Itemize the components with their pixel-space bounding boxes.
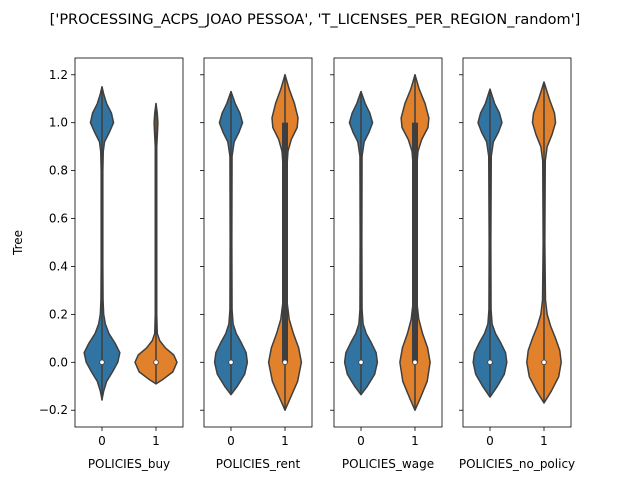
panel-frame xyxy=(74,57,184,428)
x-axis-label: POLICIES_buy xyxy=(88,457,170,471)
violin-median xyxy=(153,359,159,366)
panel-1: −0.2 0.0 0.2 0.4 0.6 0.8 1.0 1.2 0 1 POLICIES_buy xyxy=(39,57,184,471)
y-tick-label: 1.0 xyxy=(49,116,68,130)
violin-median xyxy=(99,359,105,366)
panel-3: 0 1 POLICIES_wage xyxy=(330,57,443,471)
x-tick-label: 1 xyxy=(411,434,419,448)
x-tick-label: 0 xyxy=(486,434,494,448)
x-tick-label: 1 xyxy=(281,434,289,448)
y-tick-label: 1.2 xyxy=(49,68,68,82)
y-tick-label: 0.4 xyxy=(49,259,68,273)
panels: −0.2 0.0 0.2 0.4 0.6 0.8 1.0 1.2 0 1 POLICIES_buy 0… xyxy=(39,57,575,471)
violin-iqr-box xyxy=(282,122,288,363)
y-tick-label: −0.2 xyxy=(39,403,68,417)
y-tick-label: 0.2 xyxy=(49,307,68,321)
x-tick-label: 1 xyxy=(152,434,160,448)
violin-median xyxy=(487,359,493,366)
violin-median xyxy=(282,359,288,366)
panel-frame xyxy=(203,57,313,428)
x-tick-label: 0 xyxy=(227,434,235,448)
y-tick-label: 0.6 xyxy=(49,212,68,226)
panel-2: 0 1 POLICIES_rent xyxy=(200,57,313,471)
chart-title: ['PROCESSING_ACPS_JOAO PESSOA', 'T_LICEN… xyxy=(50,12,581,28)
violin-iqr-box xyxy=(412,122,418,363)
violin-median xyxy=(412,359,418,366)
y-tick-label: 0.0 xyxy=(49,355,68,369)
violin-median xyxy=(358,359,364,366)
x-tick-label: 1 xyxy=(540,434,548,448)
panel-4: 0 1 POLICIES_no_policy xyxy=(459,57,575,471)
x-tick-label: 0 xyxy=(98,434,106,448)
violin-median xyxy=(228,359,234,366)
y-tick-label: 0.8 xyxy=(49,164,68,178)
x-tick-label: 0 xyxy=(357,434,365,448)
violin-median xyxy=(541,359,547,366)
x-axis-label: POLICIES_rent xyxy=(216,457,301,471)
panel-frame xyxy=(462,57,572,428)
x-axis-label: POLICIES_wage xyxy=(342,457,434,471)
x-axis-label: POLICIES_no_policy xyxy=(459,457,575,471)
panel-frame xyxy=(333,57,443,428)
y-axis-label: Tree xyxy=(11,230,25,256)
